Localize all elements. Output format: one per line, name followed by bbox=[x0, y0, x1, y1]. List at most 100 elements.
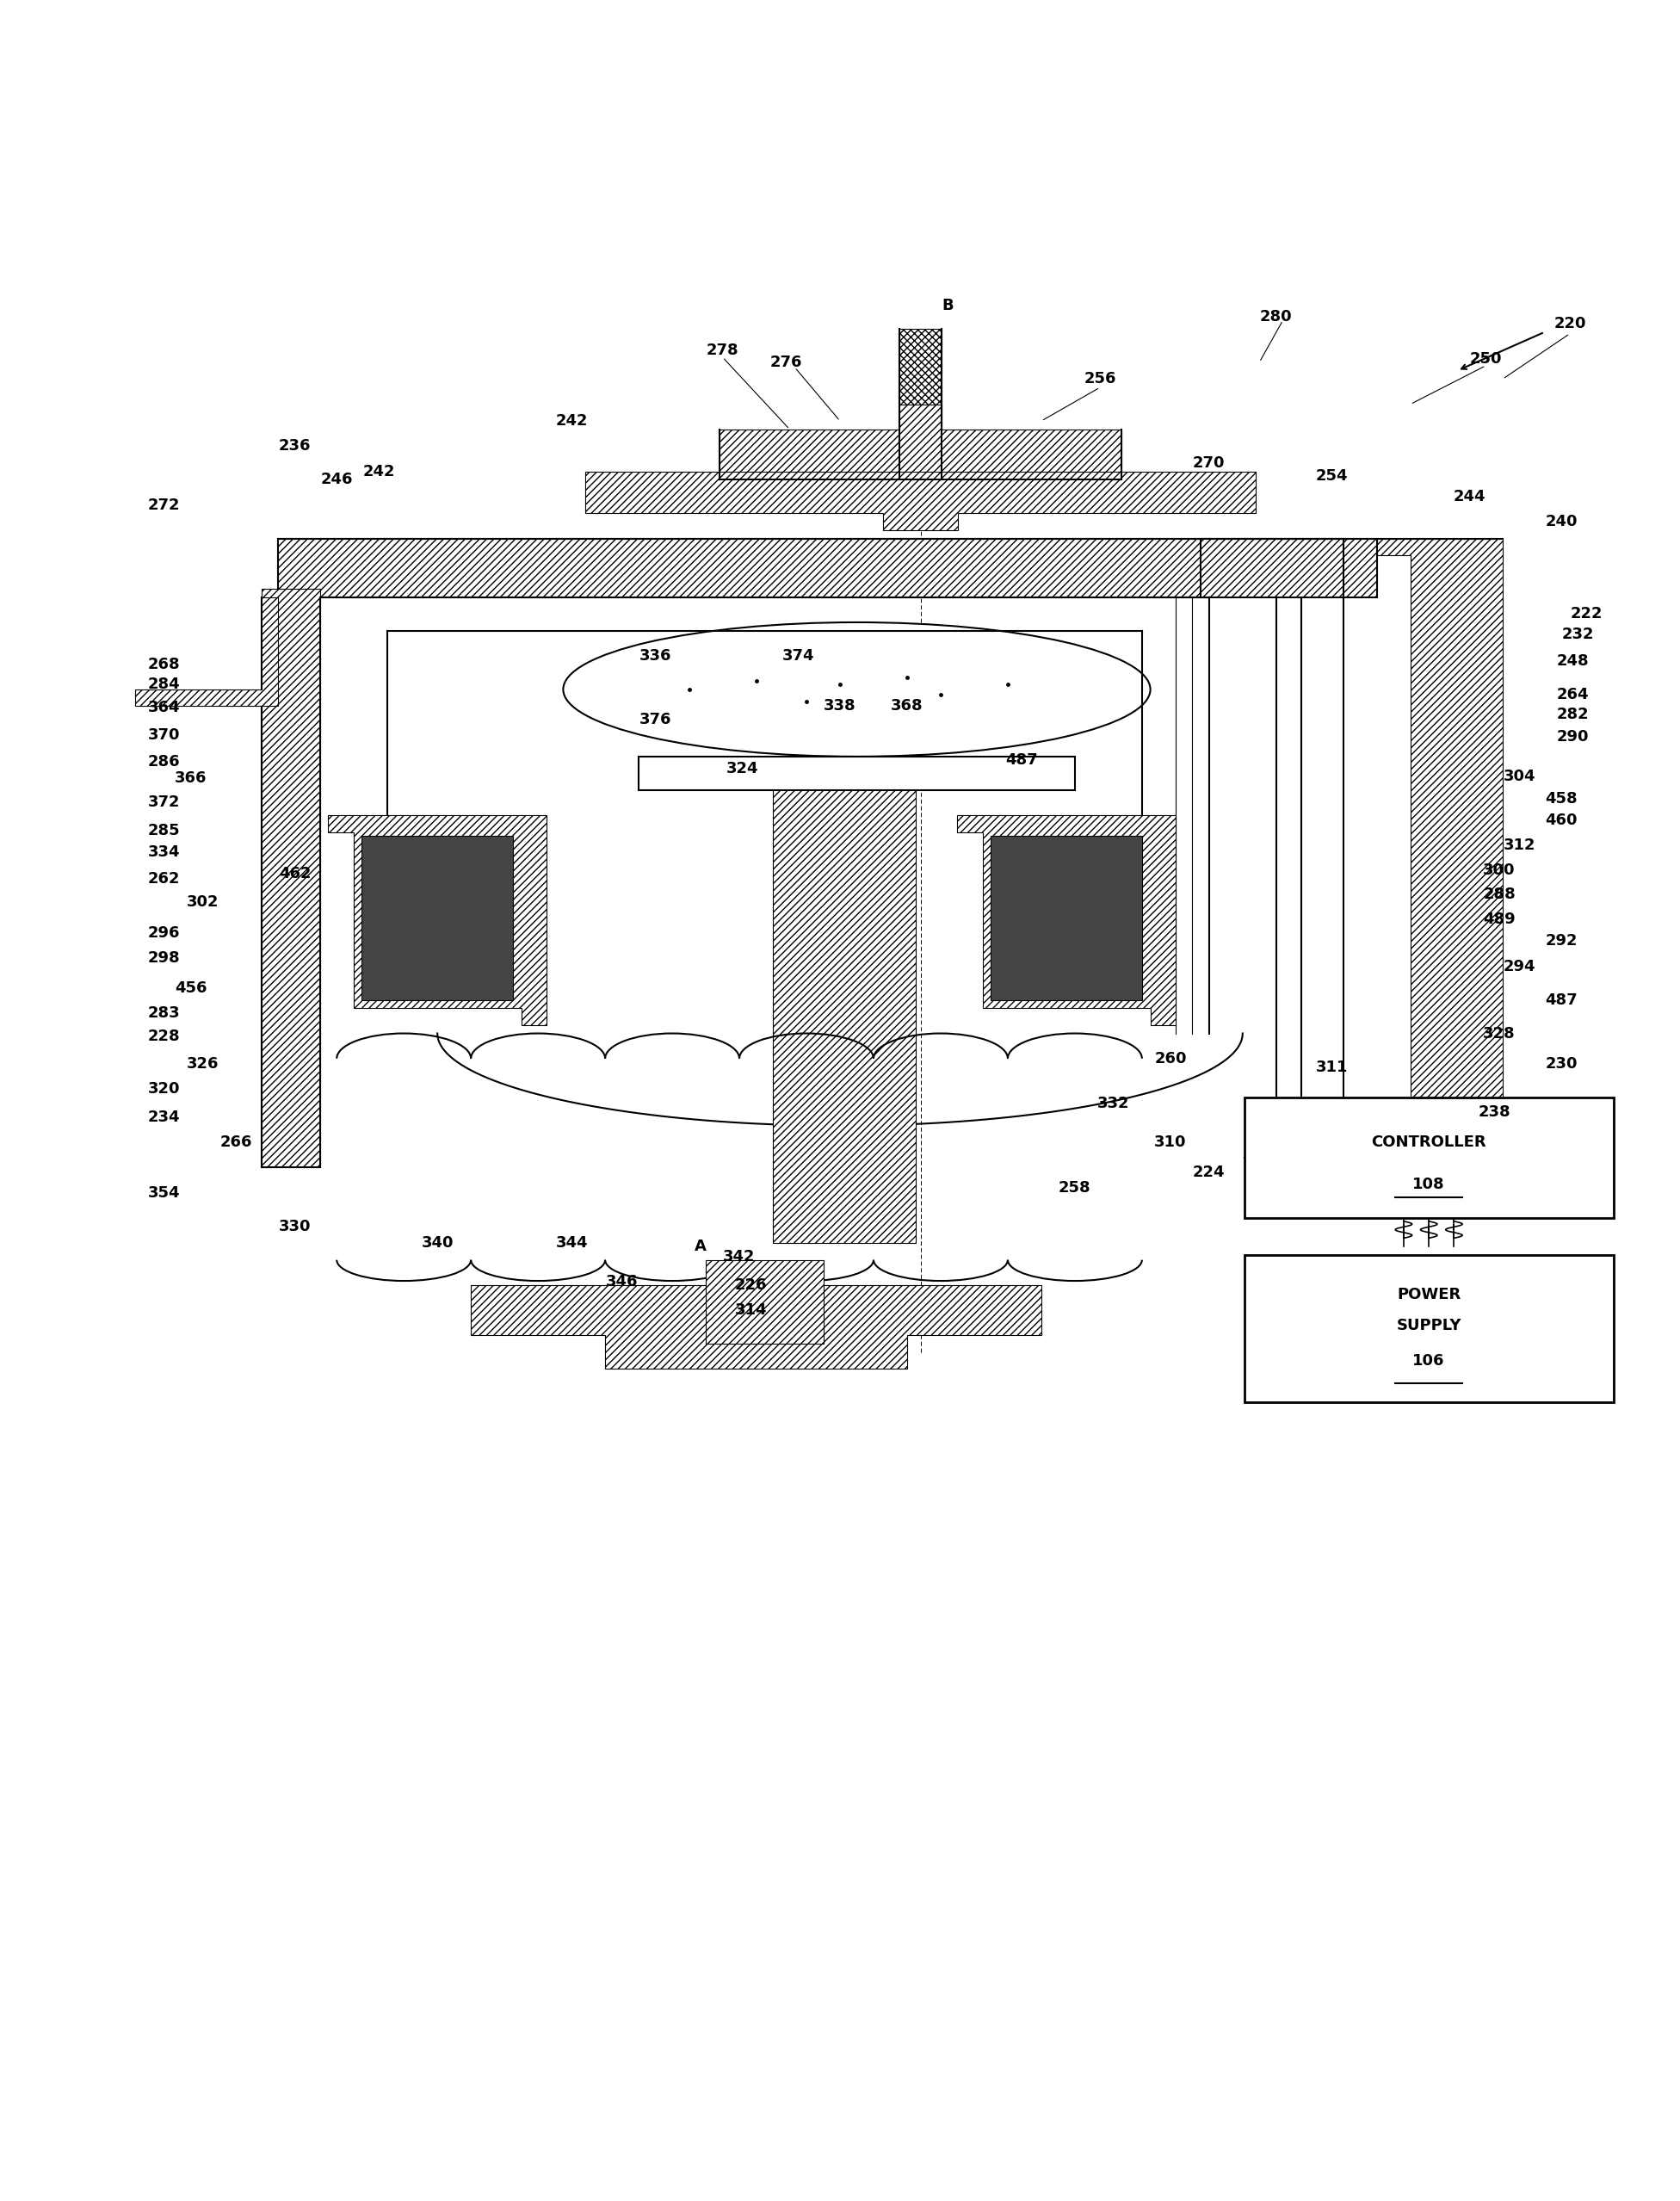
Text: 106: 106 bbox=[1413, 1354, 1445, 1369]
Text: 298: 298 bbox=[148, 951, 180, 966]
Bar bbox=[361, 836, 512, 999]
Text: 232: 232 bbox=[1562, 627, 1594, 643]
Text: 310: 310 bbox=[1154, 1136, 1186, 1151]
Bar bbox=[1245, 1096, 1613, 1217]
Text: 260: 260 bbox=[1154, 1050, 1186, 1065]
Text: 270: 270 bbox=[1193, 456, 1225, 471]
Text: 242: 242 bbox=[363, 464, 395, 480]
Text: 462: 462 bbox=[279, 867, 311, 883]
Text: 276: 276 bbox=[769, 354, 803, 370]
Text: 246: 246 bbox=[321, 471, 353, 486]
Text: 364: 364 bbox=[148, 700, 180, 715]
Text: 242: 242 bbox=[556, 414, 588, 429]
Text: 314: 314 bbox=[734, 1303, 768, 1318]
Polygon shape bbox=[136, 596, 277, 707]
Text: 354: 354 bbox=[148, 1184, 180, 1200]
Text: 324: 324 bbox=[726, 762, 759, 777]
Text: 224: 224 bbox=[1193, 1164, 1225, 1180]
Polygon shape bbox=[719, 405, 1122, 480]
Text: 238: 238 bbox=[1478, 1105, 1510, 1120]
Text: 248: 248 bbox=[1557, 654, 1589, 669]
Text: B: B bbox=[941, 297, 953, 313]
Bar bbox=[991, 836, 1142, 999]
Text: 230: 230 bbox=[1546, 1056, 1578, 1072]
Text: 456: 456 bbox=[175, 979, 207, 995]
Text: 312: 312 bbox=[1504, 839, 1536, 854]
Text: 376: 376 bbox=[640, 711, 672, 726]
Text: 328: 328 bbox=[1483, 1026, 1515, 1041]
Text: 284: 284 bbox=[148, 676, 180, 691]
Text: 108: 108 bbox=[1413, 1175, 1445, 1193]
Text: 264: 264 bbox=[1557, 687, 1589, 702]
Bar bbox=[1245, 1255, 1613, 1402]
Text: 344: 344 bbox=[556, 1235, 588, 1250]
Bar bbox=[277, 539, 1210, 596]
Text: 286: 286 bbox=[148, 753, 180, 770]
Polygon shape bbox=[260, 588, 319, 1167]
Text: 302: 302 bbox=[186, 896, 218, 911]
Text: 254: 254 bbox=[1315, 469, 1347, 484]
Text: 332: 332 bbox=[1097, 1096, 1129, 1112]
Polygon shape bbox=[706, 1259, 823, 1345]
Polygon shape bbox=[899, 328, 941, 480]
Text: 268: 268 bbox=[148, 656, 180, 671]
Text: 338: 338 bbox=[823, 698, 857, 713]
Text: 300: 300 bbox=[1483, 863, 1515, 878]
Text: 460: 460 bbox=[1546, 812, 1578, 828]
Text: 278: 278 bbox=[706, 343, 739, 359]
Text: SUPPLY: SUPPLY bbox=[1396, 1318, 1462, 1334]
Text: 266: 266 bbox=[220, 1136, 252, 1151]
Text: 326: 326 bbox=[186, 1056, 218, 1072]
Text: 244: 244 bbox=[1453, 489, 1485, 504]
Text: 346: 346 bbox=[606, 1274, 638, 1290]
Text: 283: 283 bbox=[148, 1006, 180, 1021]
Text: 294: 294 bbox=[1504, 957, 1536, 975]
Text: 334: 334 bbox=[148, 845, 180, 861]
Text: 370: 370 bbox=[148, 726, 180, 742]
Text: 285: 285 bbox=[148, 823, 180, 839]
Text: 240: 240 bbox=[1546, 513, 1578, 530]
Text: 340: 340 bbox=[422, 1235, 454, 1250]
Text: 292: 292 bbox=[1546, 933, 1578, 949]
Text: 228: 228 bbox=[148, 1030, 180, 1045]
Text: 336: 336 bbox=[640, 647, 672, 665]
Bar bbox=[1201, 539, 1378, 596]
Text: 262: 262 bbox=[148, 872, 180, 887]
Text: CONTROLLER: CONTROLLER bbox=[1371, 1134, 1487, 1149]
Text: 256: 256 bbox=[1084, 372, 1116, 387]
Polygon shape bbox=[958, 814, 1176, 1026]
Text: 296: 296 bbox=[148, 924, 180, 940]
Text: 258: 258 bbox=[1058, 1180, 1090, 1195]
Text: 282: 282 bbox=[1557, 707, 1589, 722]
Text: 311: 311 bbox=[1315, 1059, 1347, 1074]
Text: 236: 236 bbox=[279, 438, 311, 453]
Polygon shape bbox=[585, 471, 1257, 530]
Text: 234: 234 bbox=[148, 1109, 180, 1125]
Text: 220: 220 bbox=[1554, 317, 1586, 332]
Text: 226: 226 bbox=[734, 1277, 768, 1292]
Text: 290: 290 bbox=[1557, 729, 1589, 744]
Ellipse shape bbox=[563, 623, 1151, 757]
Text: POWER: POWER bbox=[1396, 1288, 1462, 1303]
Text: 372: 372 bbox=[148, 795, 180, 810]
Polygon shape bbox=[470, 1285, 1042, 1369]
Text: 342: 342 bbox=[722, 1248, 756, 1263]
Polygon shape bbox=[773, 773, 916, 1244]
Polygon shape bbox=[328, 814, 546, 1026]
Text: 250: 250 bbox=[1470, 352, 1502, 368]
Text: 272: 272 bbox=[148, 497, 180, 513]
Text: 487: 487 bbox=[1546, 993, 1578, 1008]
Text: 320: 320 bbox=[148, 1081, 180, 1096]
Text: 280: 280 bbox=[1260, 308, 1292, 326]
Text: 374: 374 bbox=[781, 647, 815, 665]
Bar bbox=[638, 757, 1075, 790]
Text: 487: 487 bbox=[1005, 753, 1037, 768]
Text: 330: 330 bbox=[279, 1219, 311, 1235]
Text: 368: 368 bbox=[890, 698, 924, 713]
Text: 304: 304 bbox=[1504, 768, 1536, 784]
Text: 458: 458 bbox=[1546, 790, 1578, 806]
Text: 366: 366 bbox=[175, 770, 207, 786]
Text: A: A bbox=[696, 1239, 707, 1255]
Text: 489: 489 bbox=[1483, 911, 1515, 927]
Polygon shape bbox=[1378, 539, 1502, 1167]
